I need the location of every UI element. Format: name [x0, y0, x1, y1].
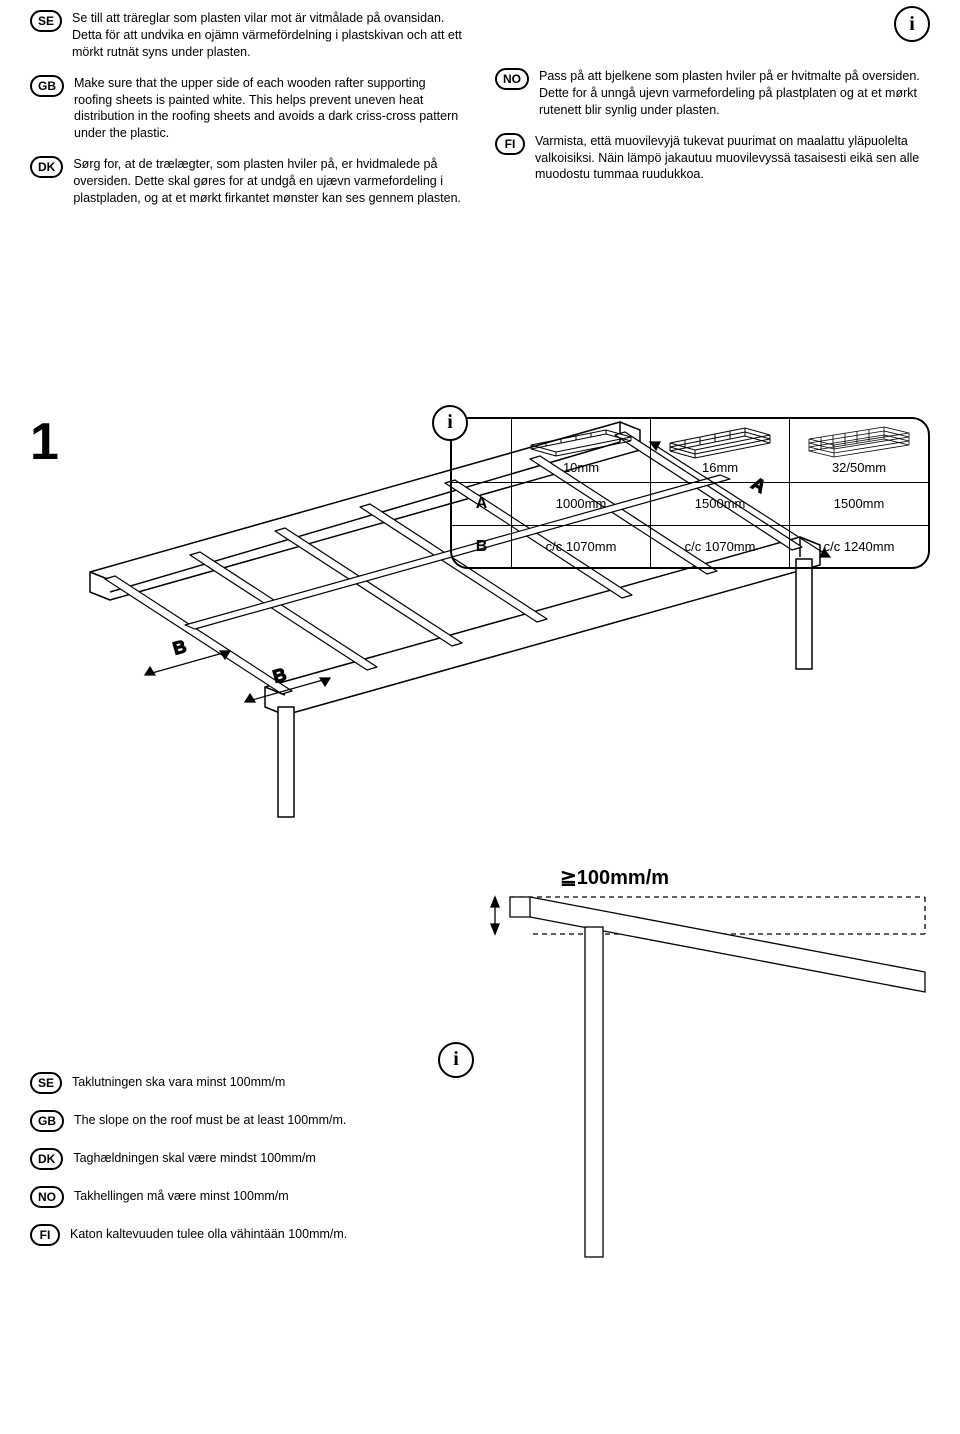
spec-cell: 1000mm: [512, 483, 651, 526]
panel-icon-16: 16mm: [651, 419, 790, 484]
thickness-label: 32/50mm: [794, 459, 924, 477]
lang-badge: NO: [495, 68, 529, 90]
lang-badge: GB: [30, 75, 64, 97]
lang-text: Taklutningen ska vara minst 100mm/m: [72, 1074, 430, 1091]
lang-badge: SE: [30, 10, 62, 32]
lang-text: Sørg for, at de trælægter, som plasten h…: [73, 156, 465, 207]
spec-cell: c/c 1240mm: [790, 526, 928, 568]
lang-entry: GB Make sure that the upper side of each…: [30, 75, 465, 143]
lang-entry: NO Takhellingen må være minst 100mm/m: [30, 1186, 430, 1208]
slope-notes: SE Taklutningen ska vara minst 100mm/m G…: [30, 1072, 430, 1246]
lang-entry: GB The slope on the roof must be at leas…: [30, 1110, 430, 1132]
panel-icon-32-50: 32/50mm: [790, 419, 928, 484]
info-icon: i: [432, 405, 468, 441]
dim-b-label: B: [171, 636, 189, 659]
slope-section: ≧100mm/m i SE Taklutningen ska vara mins…: [30, 842, 930, 1277]
row-label: A: [452, 483, 512, 526]
lang-text: Make sure that the upper side of each wo…: [74, 75, 465, 143]
lang-entry: NO Pass på att bjelkene som plasten hvil…: [495, 68, 930, 119]
lang-entry: FI Katon kaltevuuden tulee olla vähintää…: [30, 1224, 430, 1246]
lang-badge: DK: [30, 156, 63, 178]
spec-block: i 10mm: [450, 417, 930, 570]
step-number: 1: [30, 407, 59, 477]
right-column: NO Pass på att bjelkene som plasten hvil…: [495, 10, 930, 207]
lang-badge: FI: [30, 1224, 60, 1246]
lang-text: Taghældningen skal være mindst 100mm/m: [73, 1150, 430, 1167]
left-column: SE Se till att träreglar som plasten vil…: [30, 10, 465, 207]
lang-badge: DK: [30, 1148, 63, 1170]
lang-text: The slope on the roof must be at least 1…: [74, 1112, 430, 1129]
spec-cell: c/c 1070mm: [651, 526, 790, 568]
step-1-section: 1 i 10mm: [30, 407, 930, 832]
lang-badge: GB: [30, 1110, 64, 1132]
lang-badge: FI: [495, 133, 525, 155]
info-icon: i: [894, 6, 930, 42]
lang-text: Se till att träreglar som plasten vilar …: [72, 10, 465, 61]
lang-entry: FI Varmista, että muovilevyjä tukevat pu…: [495, 133, 930, 184]
lang-entry: DK Taghældningen skal være mindst 100mm/…: [30, 1148, 430, 1170]
lang-badge: SE: [30, 1072, 62, 1094]
spec-cell: c/c 1070mm: [512, 526, 651, 568]
lang-text: Pass på att bjelkene som plasten hviler …: [539, 68, 930, 119]
spec-cell: 1500mm: [790, 483, 928, 526]
lang-text: Takhellingen må være minst 100mm/m: [74, 1188, 430, 1205]
thickness-label: 16mm: [655, 459, 785, 477]
lang-entry: DK Sørg for, at de trælægter, som plaste…: [30, 156, 465, 207]
lang-entry: SE Se till att träreglar som plasten vil…: [30, 10, 465, 61]
info-icon: i: [438, 1042, 474, 1078]
thickness-label: 10mm: [516, 459, 646, 477]
top-instructions: i SE Se till att träreglar som plasten v…: [30, 10, 930, 207]
spec-cell: 1500mm: [651, 483, 790, 526]
lang-badge: NO: [30, 1186, 64, 1208]
spec-table: 10mm 16mm: [450, 417, 930, 570]
panel-icon-10: 10mm: [512, 419, 651, 484]
lang-text: Katon kaltevuuden tulee olla vähintään 1…: [70, 1226, 430, 1243]
row-label: B: [452, 526, 512, 568]
lang-text: Varmista, että muovilevyjä tukevat puuri…: [535, 133, 930, 184]
lang-entry: SE Taklutningen ska vara minst 100mm/m: [30, 1072, 430, 1094]
slope-label: ≧100mm/m: [560, 867, 669, 889]
